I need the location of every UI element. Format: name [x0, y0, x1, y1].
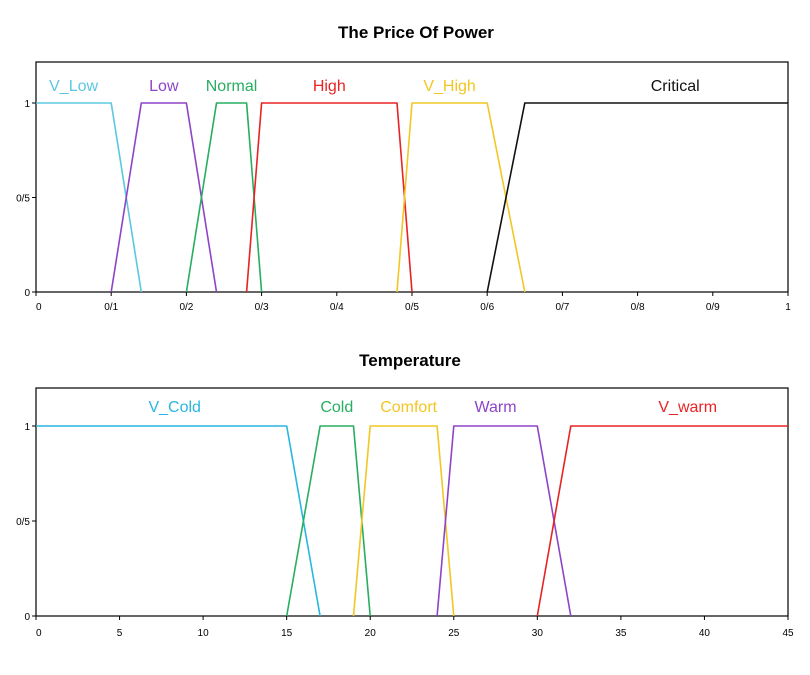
- x-tick-label: 0: [36, 628, 42, 639]
- plot-frame-price: [35, 61, 789, 293]
- x-tick-label: 0: [36, 302, 42, 313]
- y-tick-label: 0: [24, 288, 30, 299]
- x-tick-label: 35: [615, 628, 627, 639]
- series-group-temperature: V_Cold Cold Comfort Warm V_warm: [36, 399, 788, 617]
- series-line-normal: [185, 102, 263, 293]
- series-line-v-warm: [536, 425, 788, 617]
- series-label-high: High: [313, 78, 346, 95]
- chart-title-price: The Price Of Power: [338, 23, 494, 42]
- series-line-cold: [285, 425, 371, 617]
- y-tick-label: 0/5: [16, 194, 30, 205]
- series-line-v-low: [36, 102, 143, 293]
- series-label-v-low: V_Low: [49, 78, 98, 95]
- series-line-critical: [486, 102, 788, 293]
- series-label-cold: Cold: [320, 399, 353, 416]
- series-label-critical: Critical: [651, 78, 700, 95]
- plot-frame-temperature: [35, 387, 789, 617]
- x-tick-label: 40: [699, 628, 711, 639]
- price-of-power-chart: The Price Of Power 0 0/1 0/2 0/3 0/4 0/5 0/6 0/…: [16, 23, 791, 313]
- y-tick-label: 1: [24, 422, 30, 433]
- x-tick-label: 0/8: [631, 302, 645, 313]
- series-group-price: V_Low Low Normal High V_High Critical: [36, 78, 788, 293]
- x-tick-label: 15: [281, 628, 293, 639]
- x-tick-label: 45: [782, 628, 794, 639]
- series-label-warm: Warm: [475, 399, 517, 416]
- x-tick-label: 1: [785, 302, 791, 313]
- x-tick-label: 30: [532, 628, 544, 639]
- x-tick-label: 0/2: [179, 302, 193, 313]
- series-label-v-cold: V_Cold: [148, 399, 200, 416]
- series-line-comfort: [352, 425, 455, 617]
- x-tick-label: 10: [198, 628, 210, 639]
- x-tick-label: 0/7: [555, 302, 569, 313]
- x-tick-label: 0/4: [330, 302, 344, 313]
- series-label-low: Low: [149, 78, 179, 95]
- x-tick-label: 0/5: [405, 302, 419, 313]
- series-label-v-high: V_High: [423, 78, 475, 95]
- series-line-high: [245, 102, 413, 293]
- x-tick-label: 0/9: [706, 302, 720, 313]
- x-tick-label: 25: [448, 628, 460, 639]
- y-tick-label: 0: [24, 612, 30, 623]
- temperature-chart: Temperature 0 5 10 15 20 25 30 35 40 45 0 0/5 1 V_Co…: [16, 351, 794, 639]
- series-label-v-warm: V_warm: [658, 399, 717, 416]
- series-label-comfort: Comfort: [380, 399, 437, 416]
- series-line-warm: [436, 425, 572, 617]
- chart-title-temperature: Temperature: [359, 351, 461, 370]
- x-tick-label: 20: [365, 628, 377, 639]
- x-tick-label: 0/6: [480, 302, 494, 313]
- x-tick-label: 5: [117, 628, 123, 639]
- y-tick-label: 1: [24, 99, 30, 110]
- axis-ticks-temperature: 0 5 10 15 20 25 30 35 40 45 0 0/5 1: [16, 422, 794, 639]
- x-tick-label: 0/3: [255, 302, 269, 313]
- x-tick-label: 0/1: [104, 302, 118, 313]
- series-line-v-cold: [36, 425, 321, 617]
- y-tick-label: 0/5: [16, 517, 30, 528]
- axis-ticks-price: 0 0/1 0/2 0/3 0/4 0/5 0/6 0/7 0/8 0/9 1 0 0/5 1: [16, 99, 791, 313]
- series-label-normal: Normal: [206, 78, 258, 95]
